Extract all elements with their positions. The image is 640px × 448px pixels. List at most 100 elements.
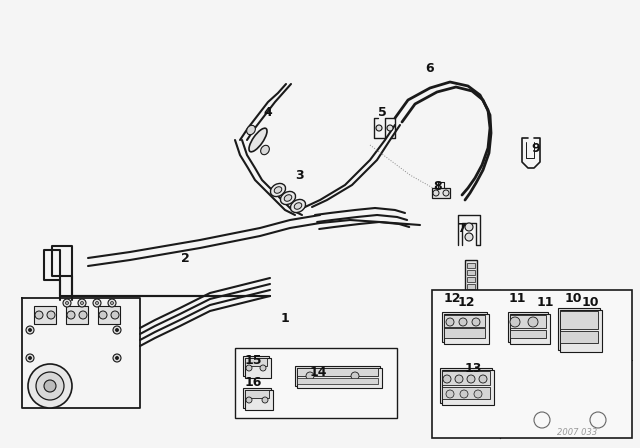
Circle shape bbox=[63, 299, 71, 307]
Bar bbox=[245, 390, 269, 398]
Circle shape bbox=[29, 357, 31, 359]
Ellipse shape bbox=[260, 145, 269, 155]
Bar bbox=[34, 306, 56, 324]
Ellipse shape bbox=[271, 183, 285, 197]
Circle shape bbox=[113, 354, 121, 362]
Bar bbox=[297, 368, 382, 388]
Text: 15: 15 bbox=[244, 353, 262, 366]
Circle shape bbox=[474, 390, 482, 398]
Bar bbox=[432, 290, 632, 438]
Ellipse shape bbox=[274, 187, 282, 193]
Circle shape bbox=[93, 299, 101, 307]
Circle shape bbox=[99, 311, 107, 319]
Ellipse shape bbox=[294, 203, 302, 209]
Ellipse shape bbox=[284, 195, 292, 201]
Circle shape bbox=[35, 311, 43, 319]
Text: 2007 033: 2007 033 bbox=[557, 427, 597, 436]
Circle shape bbox=[108, 299, 116, 307]
Circle shape bbox=[472, 318, 480, 326]
Text: 5: 5 bbox=[378, 105, 387, 119]
Circle shape bbox=[433, 190, 439, 196]
Text: 13: 13 bbox=[464, 362, 482, 375]
Circle shape bbox=[465, 223, 473, 231]
Bar bbox=[98, 306, 120, 324]
Text: 14: 14 bbox=[309, 366, 327, 379]
Circle shape bbox=[465, 233, 473, 241]
Circle shape bbox=[306, 372, 314, 380]
Text: 11: 11 bbox=[508, 292, 525, 305]
Circle shape bbox=[446, 318, 454, 326]
Circle shape bbox=[29, 328, 31, 332]
Bar bbox=[444, 314, 489, 344]
Text: 3: 3 bbox=[296, 168, 304, 181]
Bar bbox=[297, 378, 378, 384]
Bar bbox=[444, 328, 485, 338]
Bar bbox=[66, 306, 88, 324]
Circle shape bbox=[459, 318, 467, 326]
Circle shape bbox=[67, 311, 75, 319]
Bar bbox=[444, 315, 485, 327]
Text: 16: 16 bbox=[244, 375, 262, 388]
Circle shape bbox=[115, 357, 118, 359]
Circle shape bbox=[79, 311, 87, 319]
Circle shape bbox=[113, 326, 121, 334]
Ellipse shape bbox=[291, 199, 305, 212]
Bar bbox=[440, 368, 492, 403]
Bar bbox=[467, 284, 475, 289]
Text: 4: 4 bbox=[264, 105, 273, 119]
Text: 2: 2 bbox=[180, 251, 189, 264]
Circle shape bbox=[115, 328, 118, 332]
Circle shape bbox=[65, 302, 68, 305]
Text: 7: 7 bbox=[458, 221, 467, 234]
Ellipse shape bbox=[280, 191, 296, 205]
Bar bbox=[442, 370, 494, 405]
Circle shape bbox=[246, 365, 252, 371]
Circle shape bbox=[528, 317, 538, 327]
Text: 10: 10 bbox=[564, 292, 582, 305]
Text: 6: 6 bbox=[426, 61, 435, 74]
Circle shape bbox=[351, 372, 359, 380]
Bar bbox=[560, 311, 598, 329]
Bar bbox=[245, 358, 267, 366]
Circle shape bbox=[36, 372, 64, 400]
Bar bbox=[297, 368, 378, 376]
Text: 8: 8 bbox=[434, 180, 442, 193]
Bar bbox=[467, 277, 475, 282]
Circle shape bbox=[479, 375, 487, 383]
Circle shape bbox=[446, 390, 454, 398]
Circle shape bbox=[387, 125, 393, 131]
Bar bbox=[558, 308, 600, 350]
Bar bbox=[442, 312, 487, 342]
Circle shape bbox=[443, 375, 451, 383]
Ellipse shape bbox=[249, 128, 267, 152]
Bar bbox=[467, 270, 475, 275]
Circle shape bbox=[510, 317, 520, 327]
Circle shape bbox=[28, 364, 72, 408]
Bar bbox=[467, 263, 475, 268]
Bar bbox=[560, 331, 598, 343]
Circle shape bbox=[26, 354, 34, 362]
Circle shape bbox=[460, 390, 468, 398]
Text: 1: 1 bbox=[280, 311, 289, 324]
Bar bbox=[243, 388, 271, 408]
Bar bbox=[508, 312, 548, 342]
Circle shape bbox=[443, 190, 449, 196]
Ellipse shape bbox=[246, 125, 255, 135]
Bar bbox=[510, 315, 546, 328]
Text: 12: 12 bbox=[444, 292, 461, 305]
Bar bbox=[510, 330, 546, 338]
Circle shape bbox=[262, 397, 268, 403]
Text: 12: 12 bbox=[457, 296, 475, 309]
Circle shape bbox=[81, 302, 83, 305]
Text: 9: 9 bbox=[532, 142, 540, 155]
Circle shape bbox=[376, 125, 382, 131]
Circle shape bbox=[78, 299, 86, 307]
Circle shape bbox=[95, 302, 99, 305]
Bar bbox=[442, 371, 490, 385]
Bar bbox=[442, 387, 490, 399]
Text: 10: 10 bbox=[581, 296, 599, 309]
Bar bbox=[432, 188, 450, 198]
Bar bbox=[245, 390, 273, 410]
Circle shape bbox=[455, 375, 463, 383]
Bar bbox=[243, 356, 269, 376]
